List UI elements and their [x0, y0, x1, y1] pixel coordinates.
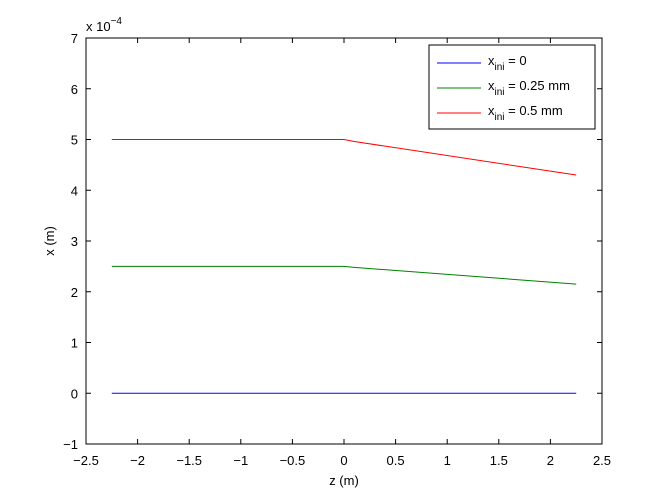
legend-entry-main: x	[488, 103, 495, 118]
legend-entry-rest: = 0.5 mm	[505, 103, 563, 118]
legend-entry-0: xini = 0	[488, 53, 527, 73]
y-axis-label: x (m)	[42, 226, 57, 256]
y-axis-ticks: −1 0 1 2 3 4 5 6 7	[63, 31, 602, 452]
x-axis-label: z (m)	[329, 473, 359, 488]
legend-entry-rest: = 0	[505, 53, 527, 68]
series-line-1	[111, 265, 577, 285]
y-tick-label: 2	[71, 285, 78, 300]
y-multiplier-label: x 10−4	[86, 16, 122, 34]
x-tick-label: 2	[547, 453, 554, 468]
y-tick-label: 4	[71, 183, 78, 198]
y-tick-label: 5	[71, 133, 78, 148]
legend-entry-2: xini = 0.5 mm	[488, 103, 563, 123]
x-tick-label: −1	[233, 453, 248, 468]
x-tick-label: −2	[130, 453, 145, 468]
x-tick-label: 2.5	[593, 453, 611, 468]
x-tick-label: 0	[340, 453, 347, 468]
y-tick-label: 6	[71, 82, 78, 97]
x-tick-label: −2.5	[73, 453, 99, 468]
legend-entry-main: x	[488, 53, 495, 68]
x-tick-label: −1.5	[176, 453, 202, 468]
legend-entry-rest: = 0.25 mm	[505, 78, 570, 93]
legend-entry-main: x	[488, 78, 495, 93]
x-tick-label: 0.5	[387, 453, 405, 468]
x-tick-label: 1.5	[490, 453, 508, 468]
legend-entry-1: xini = 0.25 mm	[488, 78, 570, 98]
x-tick-label: 1	[444, 453, 451, 468]
legend-entry-sub: ini	[495, 87, 505, 98]
series-line-2	[111, 139, 577, 176]
x-tick-label: −0.5	[280, 453, 306, 468]
legend-entry-sub: ini	[495, 112, 505, 123]
y-tick-label: 0	[71, 386, 78, 401]
x-axis-ticks: −2.5 −2 −1.5 −1 −0.5 0 0.5 1 1.5 2 2.5	[73, 38, 611, 468]
y-tick-label: −1	[63, 437, 78, 452]
y-tick-label: 3	[71, 234, 78, 249]
legend-entry-sub: ini	[495, 62, 505, 73]
y-multiplier-base: x 10	[86, 19, 111, 34]
y-tick-label: 7	[71, 31, 78, 46]
series-lines	[111, 139, 577, 394]
legend-box	[428, 44, 596, 130]
y-tick-label: 1	[71, 336, 78, 351]
y-multiplier-exponent: −4	[111, 16, 123, 27]
